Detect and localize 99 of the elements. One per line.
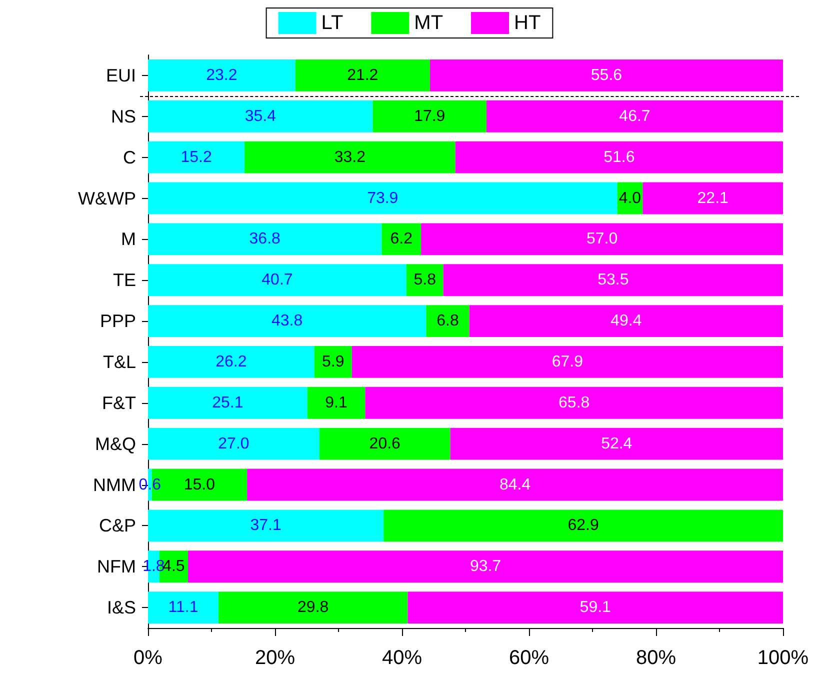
data-label: 65.8 xyxy=(558,394,590,412)
data-label: 6.2 xyxy=(390,230,413,248)
y-tick-label: C&P xyxy=(98,516,136,536)
y-tick-label: I&S xyxy=(106,598,136,618)
data-label: 27.0 xyxy=(218,435,250,452)
bar xyxy=(148,141,245,174)
x-tick-label: 80% xyxy=(636,647,676,669)
x-tick-label: 40% xyxy=(382,647,422,669)
data-label: 26.2 xyxy=(216,353,247,370)
data-label: 51.6 xyxy=(604,148,635,166)
data-label: 52.4 xyxy=(601,435,632,452)
bar xyxy=(148,60,296,92)
bar xyxy=(148,182,618,214)
bar xyxy=(372,100,486,132)
data-label: 73.9 xyxy=(367,190,398,207)
data-label: 43.8 xyxy=(271,312,303,330)
y-tick-label: W&WP xyxy=(78,188,136,208)
legend-label: MT xyxy=(414,12,444,34)
data-label: 11.1 xyxy=(168,599,198,616)
legend-label: HT xyxy=(514,12,541,34)
data-label: 5.8 xyxy=(414,272,436,289)
bar xyxy=(365,386,783,419)
data-label: 57.0 xyxy=(586,230,618,248)
bar xyxy=(455,141,783,174)
data-label: 29.8 xyxy=(298,599,329,616)
y-tick-label: F&T xyxy=(102,392,136,413)
data-label: 6.8 xyxy=(436,312,459,330)
bar xyxy=(426,305,470,337)
bar xyxy=(148,264,406,296)
y-tick-label: PPP xyxy=(100,311,136,332)
bar xyxy=(314,346,352,378)
data-label: 40.7 xyxy=(262,272,293,289)
y-tick-label: T&L xyxy=(102,352,136,372)
data-label: 67.9 xyxy=(552,353,584,370)
bar xyxy=(384,510,783,542)
y-tick-label: NMM xyxy=(93,474,136,495)
data-label: 55.6 xyxy=(590,66,622,84)
data-label: 21.2 xyxy=(347,66,378,84)
data-label: 17.9 xyxy=(414,108,446,125)
data-label: 53.5 xyxy=(598,272,629,289)
y-tick-label: NFM xyxy=(97,556,136,577)
bar xyxy=(188,550,783,583)
data-label: 23.2 xyxy=(206,66,238,84)
bar xyxy=(486,100,783,132)
data-label: 4.5 xyxy=(162,558,185,576)
data-label: 84.4 xyxy=(499,476,531,494)
data-label: 33.2 xyxy=(334,148,366,166)
data-label: 93.7 xyxy=(470,558,502,576)
data-label: 0.6 xyxy=(138,476,162,494)
y-tick-label: EUI xyxy=(106,65,136,86)
bar xyxy=(148,346,314,378)
bar xyxy=(148,592,218,624)
bar xyxy=(148,223,382,256)
bar xyxy=(319,428,450,460)
bar xyxy=(247,468,783,501)
bar xyxy=(295,60,430,92)
bar xyxy=(148,510,384,542)
y-tick-label: M xyxy=(121,229,136,250)
data-label: 62.9 xyxy=(568,517,599,534)
data-label: 15.0 xyxy=(184,476,216,494)
y-tick-label: NS xyxy=(110,106,136,126)
x-tick-label: 0% xyxy=(134,647,163,669)
data-label: 59.1 xyxy=(580,599,612,616)
data-label: 25.1 xyxy=(212,394,244,412)
bar xyxy=(408,592,783,624)
data-label: 20.6 xyxy=(369,435,401,452)
data-label: 22.1 xyxy=(697,190,729,207)
data-label: 4.0 xyxy=(618,190,642,207)
bar xyxy=(430,60,783,92)
bar xyxy=(148,386,308,419)
data-label: 37.1 xyxy=(250,517,282,534)
bar xyxy=(352,346,783,378)
bar xyxy=(148,100,373,132)
data-label: 9.1 xyxy=(325,394,348,412)
data-label: 36.8 xyxy=(249,230,281,248)
bar xyxy=(469,305,783,337)
bar xyxy=(406,264,444,296)
bar xyxy=(148,428,320,460)
y-tick-label: TE xyxy=(112,270,136,290)
bar xyxy=(307,386,366,419)
data-label: 46.7 xyxy=(619,108,650,125)
x-tick-label: 100% xyxy=(757,647,809,669)
bar xyxy=(218,592,408,624)
y-tick-label: M&Q xyxy=(94,434,136,454)
bar xyxy=(450,428,783,460)
data-label: 35.4 xyxy=(244,108,276,125)
bar xyxy=(642,182,783,214)
data-label: 49.4 xyxy=(610,312,642,330)
bar xyxy=(382,223,422,256)
data-label: 5.9 xyxy=(322,353,344,370)
y-tick-label: C xyxy=(123,147,136,168)
x-tick-label: 60% xyxy=(508,647,550,669)
bar xyxy=(421,223,783,256)
bar xyxy=(244,141,456,174)
x-tick-label: 20% xyxy=(254,647,296,669)
data-label: 15.2 xyxy=(180,148,212,166)
bar xyxy=(148,305,426,337)
legend-label: LT xyxy=(321,12,344,34)
bar xyxy=(443,264,783,296)
